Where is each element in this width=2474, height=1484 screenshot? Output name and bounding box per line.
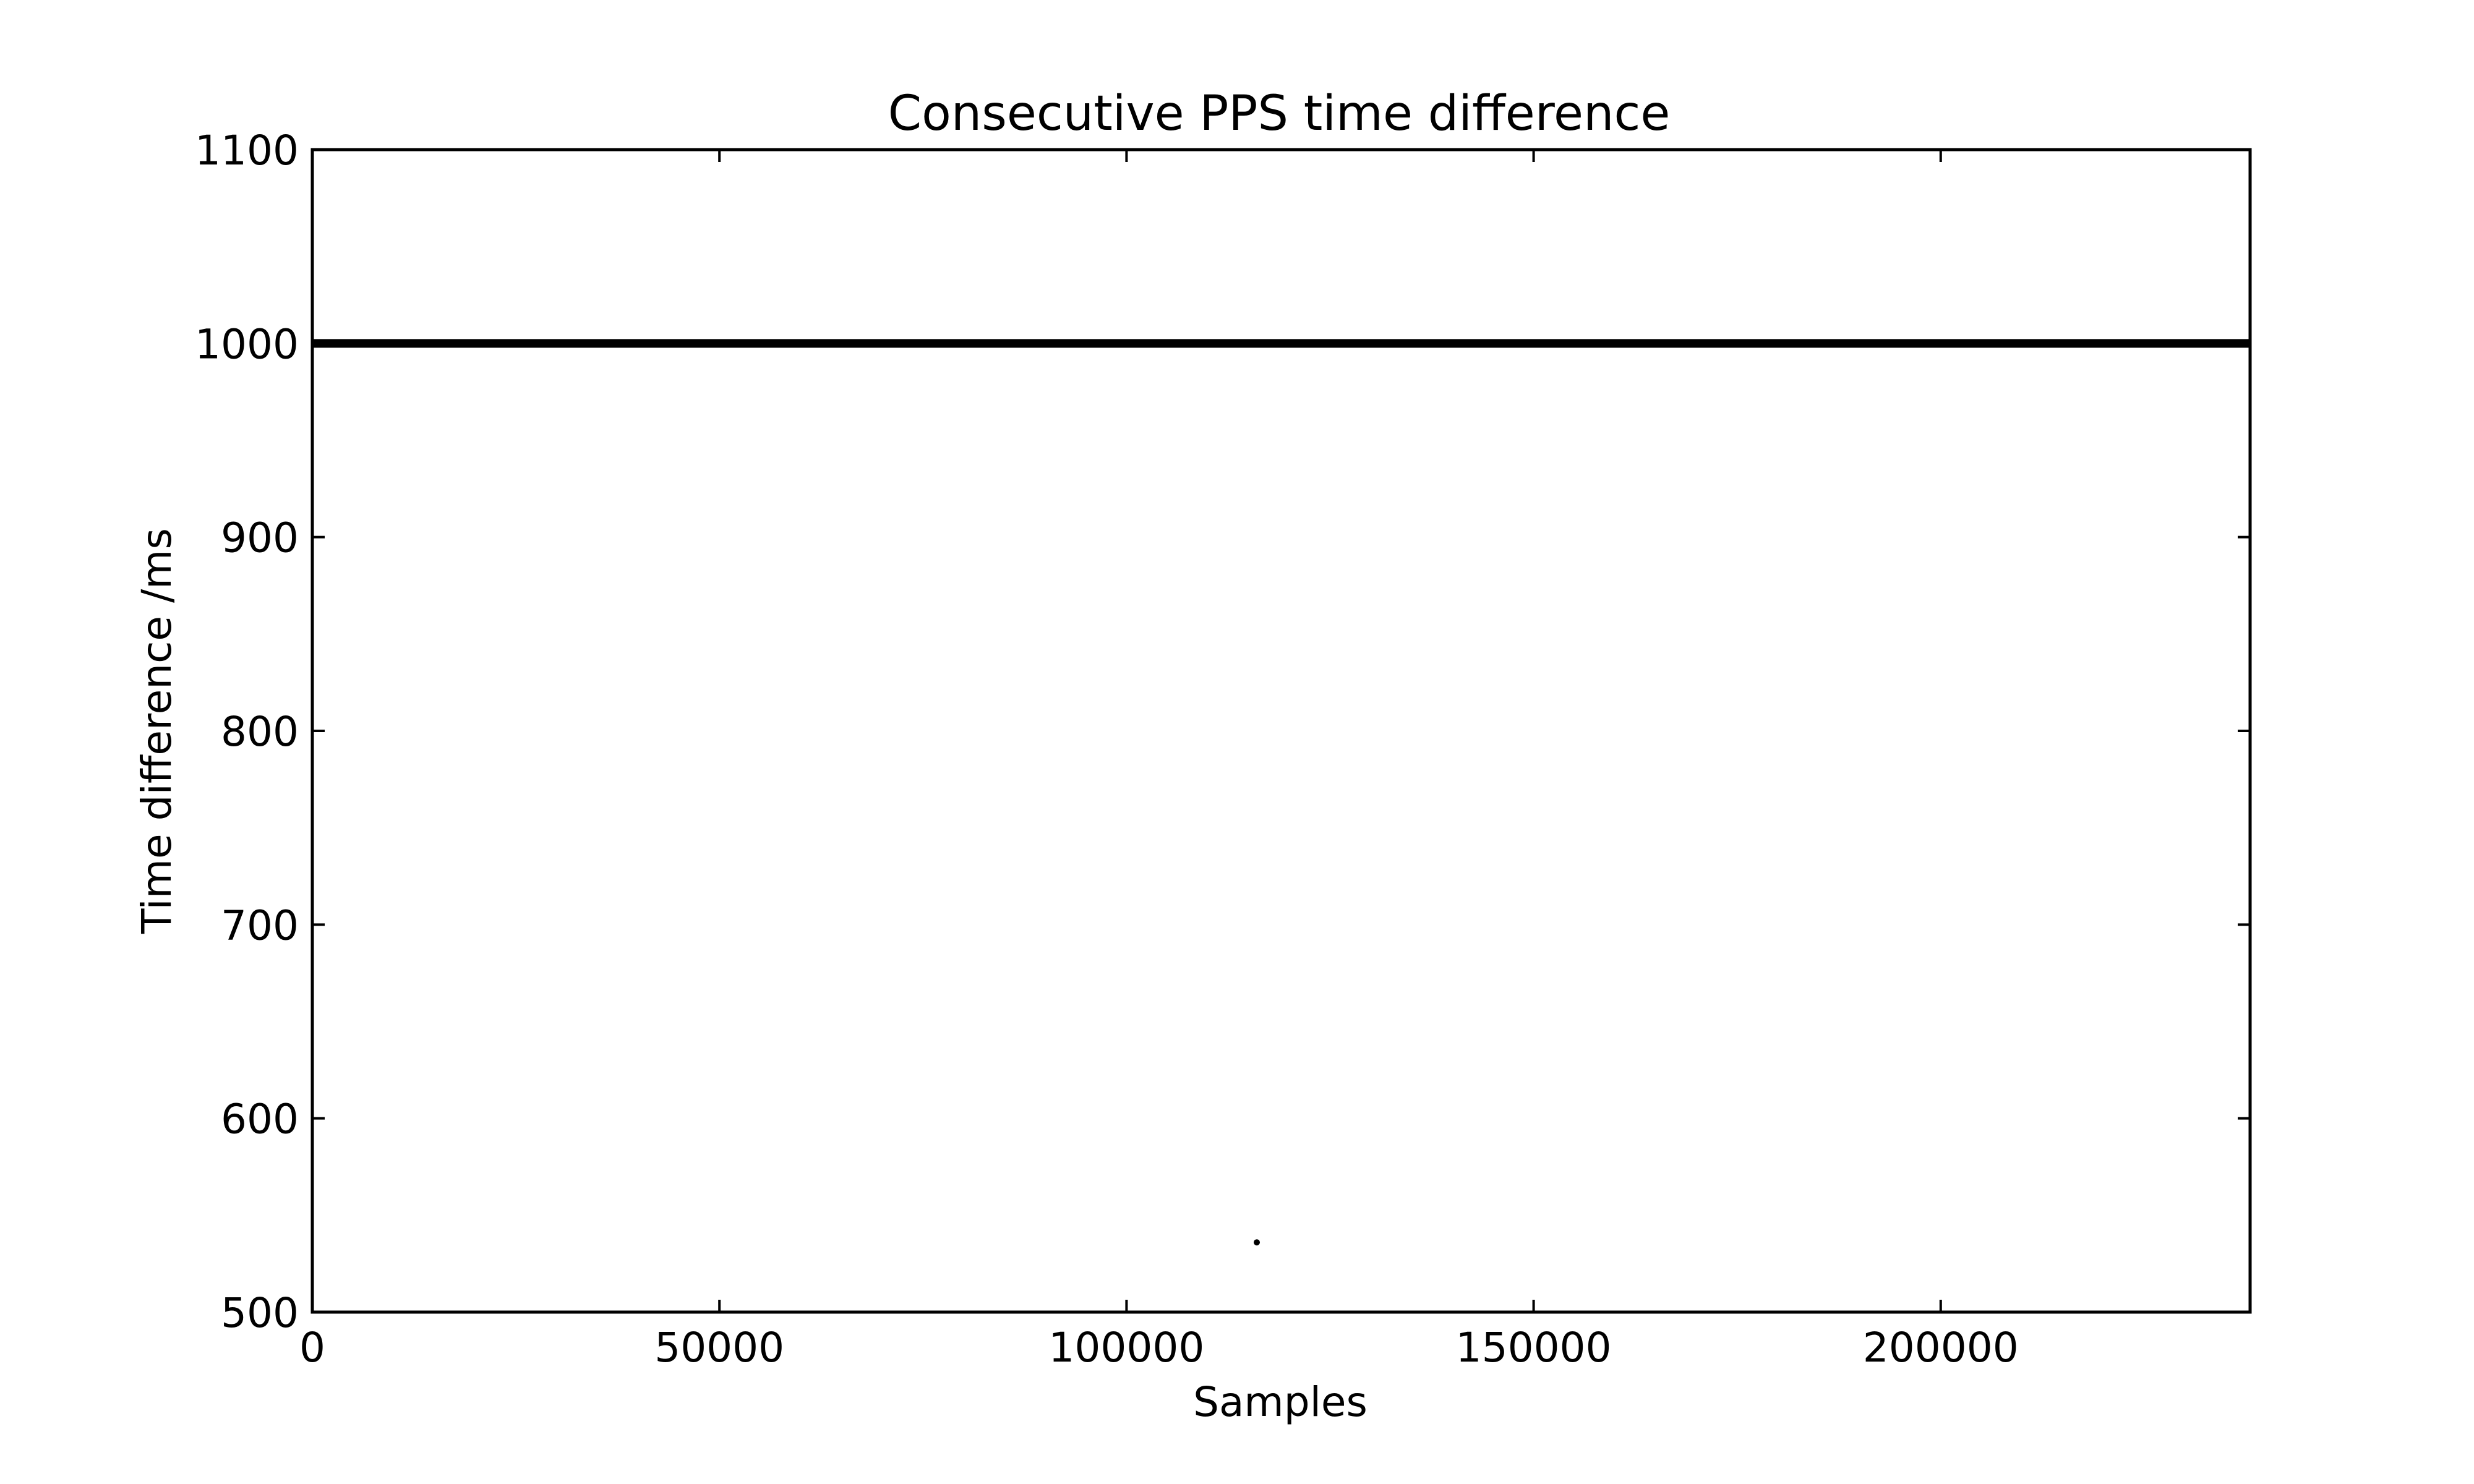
x-tick-label: 100000 (1048, 1324, 1204, 1371)
x-axis-label: Samples (1193, 1378, 1368, 1426)
y-tick-label: 800 (221, 708, 299, 756)
plot-area (312, 339, 2250, 1246)
y-tick-label: 1000 (195, 320, 299, 368)
y-axis-ticks: 500 600 700 800 900 1000 1100 (195, 127, 2250, 1337)
x-tick-label: 50000 (654, 1324, 784, 1371)
data-point-outlier (1254, 1239, 1261, 1246)
y-tick-label: 600 (221, 1096, 299, 1143)
y-tick-label: 900 (221, 514, 299, 562)
x-tick-label: 200000 (1863, 1324, 2019, 1371)
x-axis-ticks: 0 50000 100000 150000 200000 (299, 150, 2019, 1371)
chart-title: Consecutive PPS time difference (888, 86, 1671, 142)
y-axis-label: Time difference /ms (133, 528, 181, 934)
plot-frame (310, 148, 2252, 1314)
y-tick-label: 500 (221, 1289, 299, 1337)
x-tick-label: 150000 (1456, 1324, 1612, 1371)
y-tick-label: 1100 (195, 127, 299, 174)
y-tick-label: 700 (221, 902, 299, 949)
x-tick-label: 0 (299, 1324, 325, 1371)
